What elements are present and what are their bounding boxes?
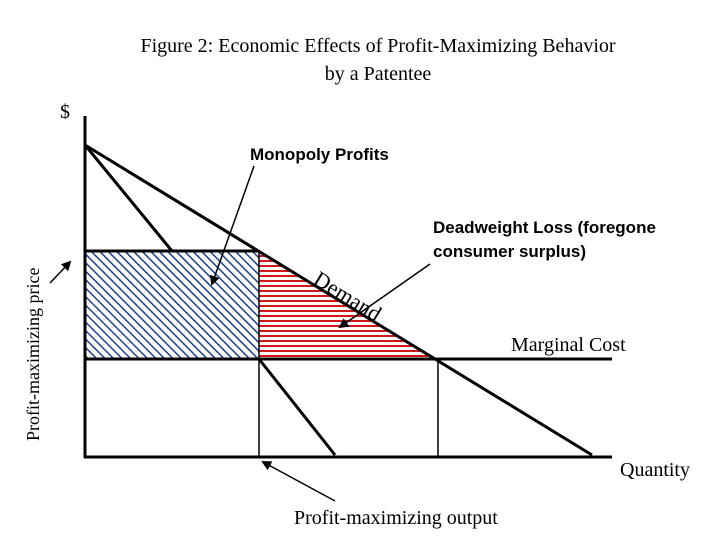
title-line-2: by a Patentee [325, 63, 432, 85]
profit-max-output-label: Profit-maximizing output [294, 507, 498, 529]
y-axis-label: $ [60, 101, 70, 123]
demand-curve [84, 143, 593, 457]
deadweight-loss-label-line-2: consumer surplus) [433, 242, 586, 261]
monopoly-profits-label: Monopoly Profits [250, 145, 389, 164]
profit-max-price-arrow [49, 260, 72, 284]
monopoly-profits-area [85, 250, 260, 360]
x-axis-label: Quantity [620, 459, 690, 481]
deadweight-loss-arrow [338, 263, 431, 329]
marginal-revenue-curve-upper [83, 144, 174, 252]
title-line-1: Figure 2: Economic Effects of Profit-Max… [140, 35, 615, 57]
marginal-revenue-curve-lower [257, 358, 337, 456]
monopoly-profits-arrow [209, 165, 255, 286]
profit-max-output-arrow [261, 461, 336, 502]
deadweight-loss-label-line-1: Deadweight Loss (foregone [433, 218, 656, 237]
profit-max-price-label: Profit-maximizing price [23, 268, 43, 441]
marginal-cost-label: Marginal Cost [511, 334, 626, 356]
